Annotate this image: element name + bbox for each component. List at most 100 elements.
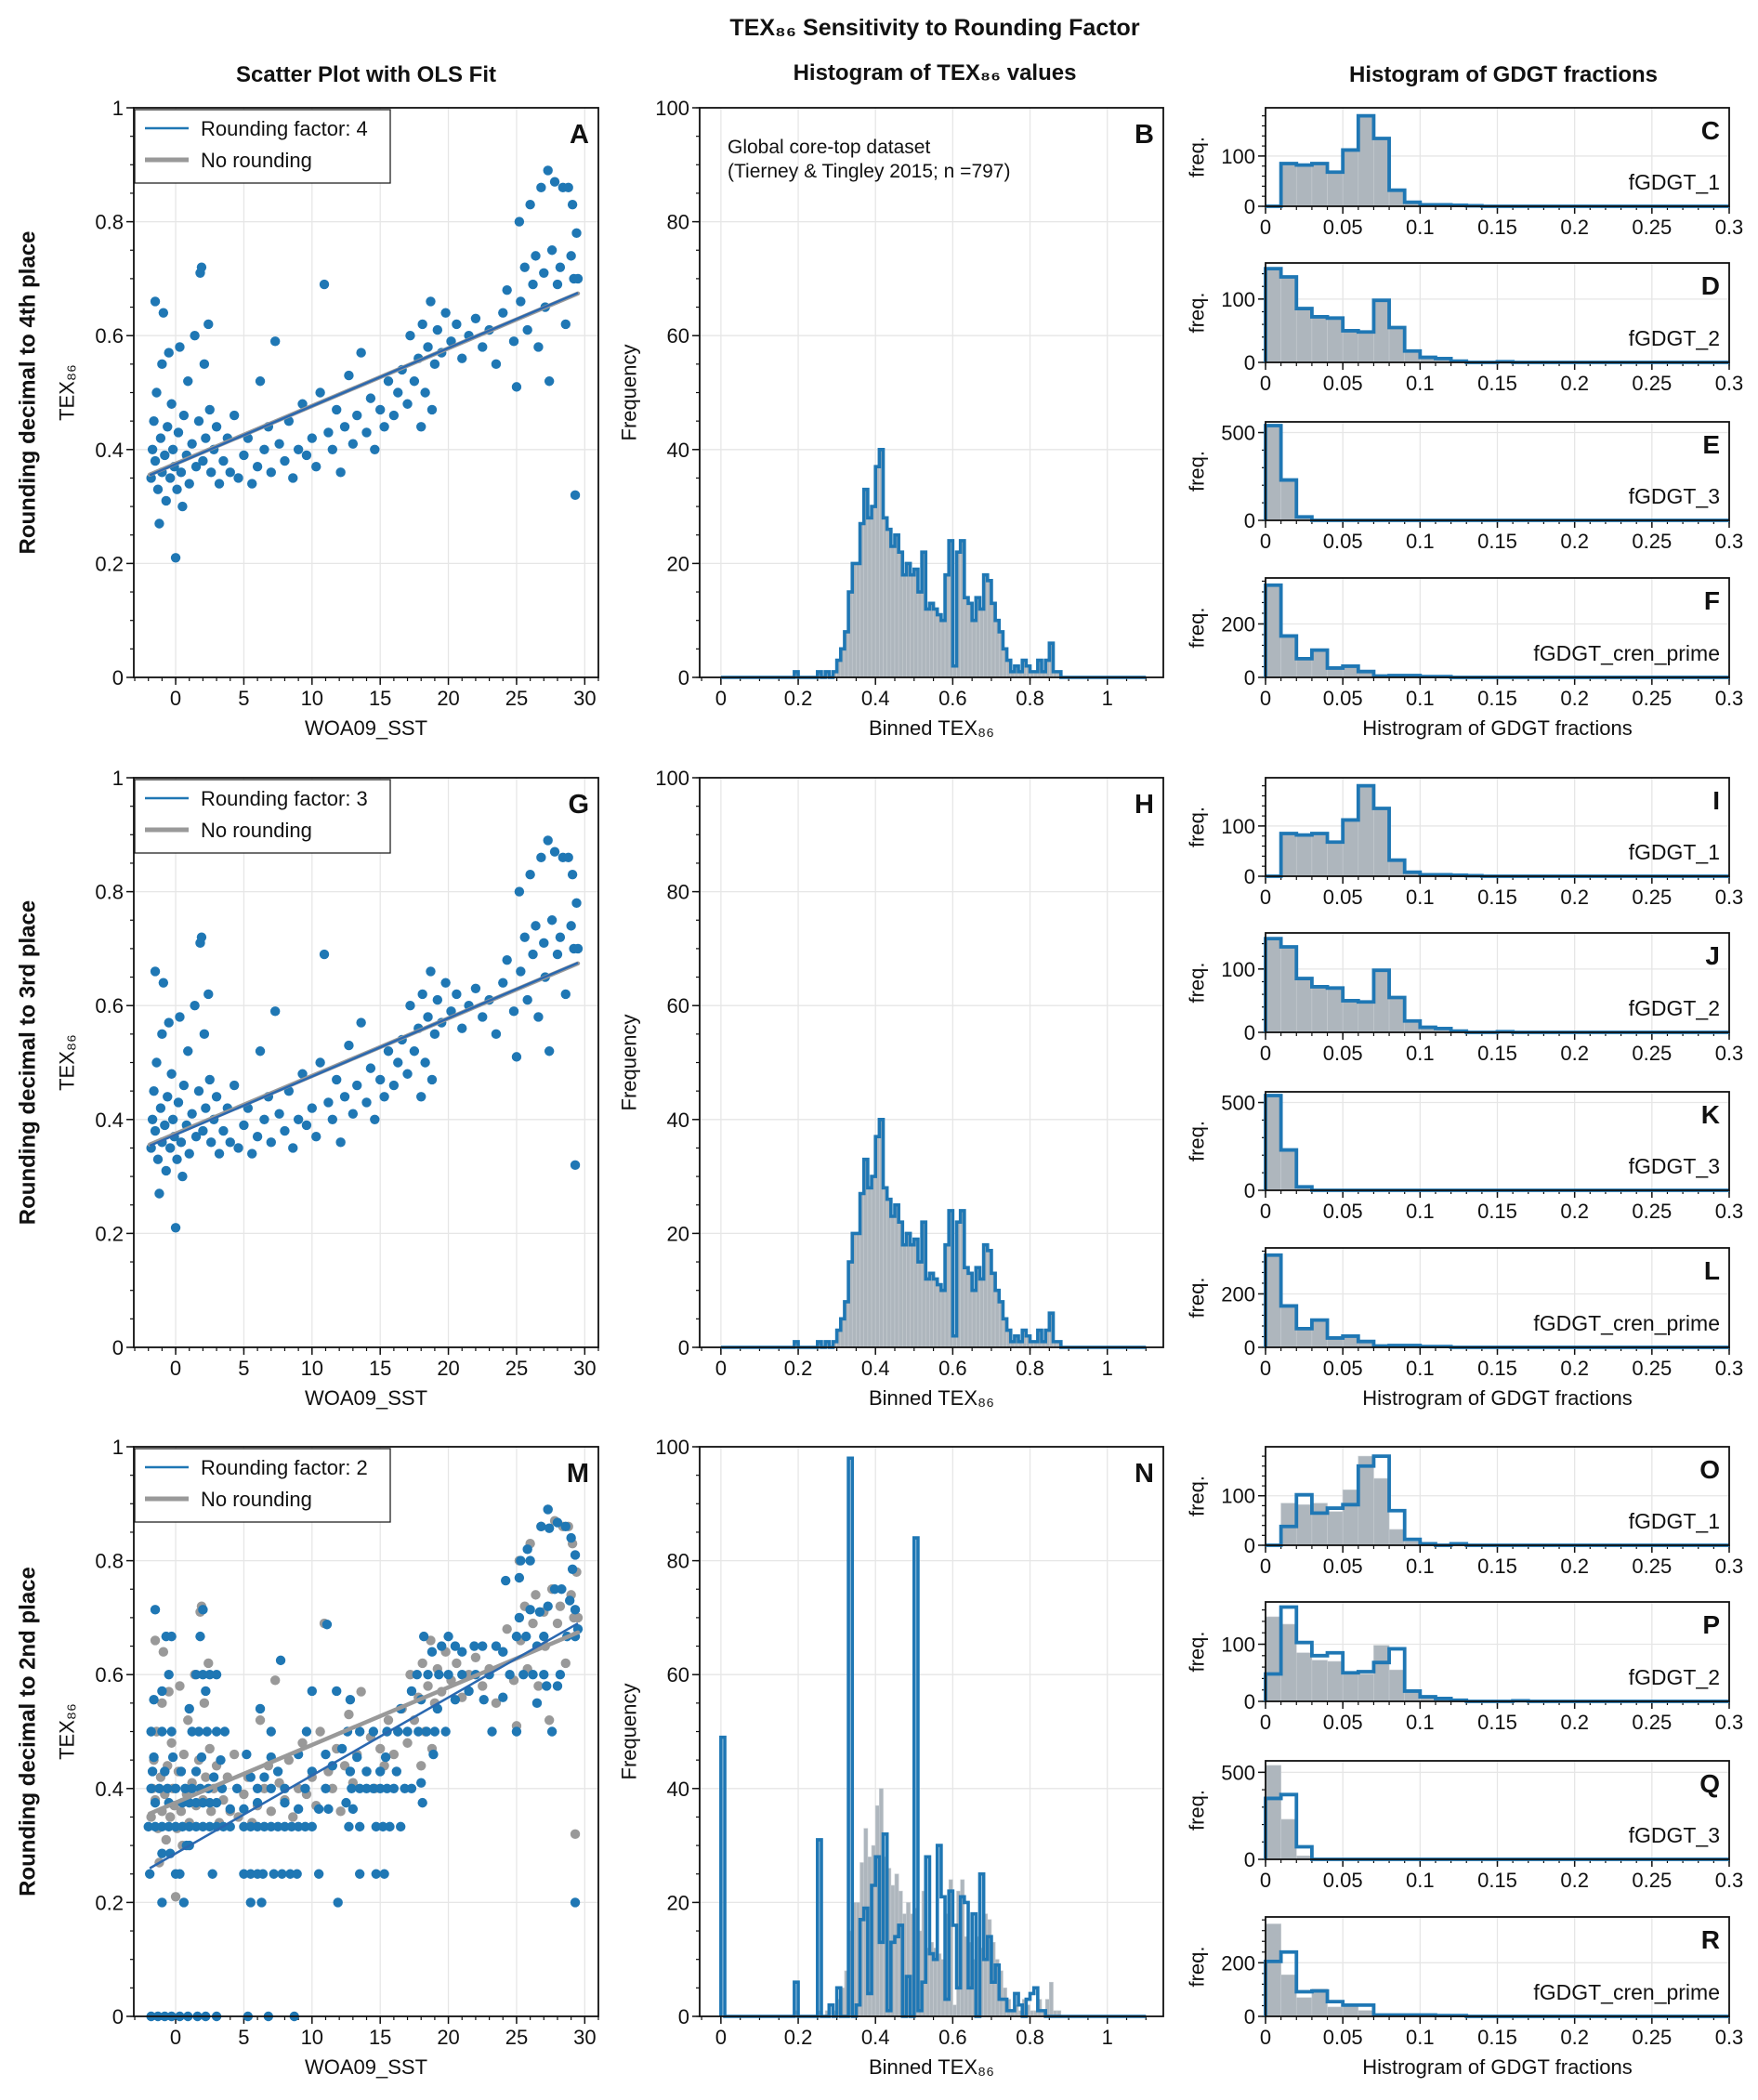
x-tick-label: 0.8	[1016, 1357, 1044, 1380]
x-tick-label: 30	[573, 687, 596, 710]
histogram-bar	[1295, 658, 1313, 678]
histogram-bar	[1311, 1503, 1328, 1546]
scatter-point-rounded	[450, 1694, 461, 1705]
scatter-point-rounded	[218, 1125, 229, 1136]
scatter-point-rounded	[150, 1821, 161, 1832]
scatter-point-rounded	[552, 279, 563, 290]
scatter-point-rounded	[508, 1006, 519, 1017]
y-tick-label: 100	[655, 767, 689, 790]
x-tick-label: 5	[238, 1357, 249, 1380]
scatter-point-rounded	[315, 387, 325, 398]
histogram-bar	[902, 1244, 907, 1348]
scatter-point-rounded	[491, 359, 502, 370]
panel-a: 0 5 10 15 20 25 30 0 0.2 0.4 0.6 0.8 1 Rounding facto…	[56, 97, 599, 740]
legend: Rounding factor: 3 No rounding	[134, 779, 391, 854]
histogram-bar	[1388, 1669, 1405, 1702]
scatter-point-rounded	[469, 1641, 479, 1651]
scatter-point-rounded	[402, 399, 413, 409]
scatter-point-rounded	[196, 932, 207, 942]
histogram-bar	[906, 1233, 911, 1348]
scatter-point-rounded	[370, 444, 380, 454]
x-tick-label: 0.3	[1715, 886, 1744, 909]
scatter-point-rounded	[519, 262, 530, 272]
histogram-bar	[940, 1290, 946, 1348]
y-tick-label: 80	[667, 881, 689, 904]
x-tick-label: 0.3	[1715, 372, 1744, 395]
scatter-point-rounded	[190, 331, 200, 341]
scatter-point-rounded	[531, 921, 541, 931]
axes-frame	[1265, 1760, 1730, 1860]
y-tick-label: 0	[1244, 2005, 1255, 2028]
scatter-point-rounded	[175, 1012, 185, 1022]
scatter-point-rounded	[546, 1726, 558, 1737]
scatter-point-rounded	[187, 1726, 197, 1737]
histogram-bar	[1358, 785, 1374, 877]
legend-box	[134, 109, 391, 184]
scatter-point-rounded	[345, 1766, 356, 1777]
scatter-point-rounded	[423, 1012, 433, 1022]
histogram-bar	[1358, 2010, 1374, 2017]
histogram-bar	[1388, 860, 1405, 877]
scatter-point-rounded	[539, 268, 549, 278]
histogram-bar	[1265, 938, 1281, 1033]
histogram-bar	[1373, 1645, 1390, 1702]
x-tick-label: 0.05	[1323, 1869, 1363, 1892]
scatter-point-rounded	[214, 1148, 225, 1159]
scatter-point-rounded	[570, 1897, 581, 1908]
x-tick-label: 0.1	[1406, 1869, 1435, 1892]
scatter-point-rounded	[388, 1080, 400, 1091]
histogram-bar	[1280, 479, 1297, 521]
x-tick-label: 0.1	[1406, 1042, 1435, 1065]
scatter-point-rounded	[167, 1752, 178, 1763]
histogram-bar	[1295, 834, 1313, 877]
scatter-point-rounded	[528, 1670, 538, 1680]
x-tick-label: 25	[505, 2026, 528, 2049]
histogram-bar	[933, 609, 938, 678]
x-tick-label: 0.2	[1560, 1042, 1589, 1065]
scatter-point-rounded	[190, 1131, 202, 1142]
scatter-point-rounded	[361, 1783, 372, 1794]
panel-letter: Q	[1699, 1769, 1720, 1798]
scatter-point-rounded	[206, 467, 216, 478]
scatter-point-rounded	[534, 1607, 545, 1617]
column-title-gdgt-histogram: Histogram of GDGT fractions	[1349, 62, 1658, 87]
axes-frame	[1265, 932, 1730, 1033]
scatter-point-rounded	[393, 387, 403, 398]
scatter-point-rounded	[274, 439, 284, 449]
histogram-bar	[1342, 1000, 1359, 1033]
y-axis-label: freq.	[1186, 607, 1209, 648]
scatter-point-rounded	[198, 1605, 208, 1615]
x-tick-label: 25	[505, 1357, 528, 1380]
scatter-point-rounded	[416, 422, 426, 432]
scatter-point-rounded	[508, 336, 519, 347]
histogram-bar	[937, 1284, 942, 1348]
scatter-point-rounded	[426, 966, 436, 977]
scatter-point-rounded	[379, 1092, 389, 1102]
y-tick-label: 0	[112, 2005, 124, 2028]
scatter-point-rounded	[434, 1670, 444, 1680]
scatter-point-rounded	[420, 387, 430, 398]
x-tick-label: 0.8	[1016, 2026, 1044, 2049]
scatter-point-rounded	[245, 1772, 256, 1782]
scatter-point-rounded	[166, 399, 177, 409]
x-tick-label: 15	[369, 687, 391, 710]
scatter-point-rounded	[307, 1686, 318, 1697]
y-tick-label: 500	[1221, 1092, 1255, 1115]
scatter-point-rounded	[160, 1766, 170, 1777]
histogram-bar	[952, 1335, 957, 1348]
scatter-point-rounded	[531, 1698, 543, 1709]
axes-frame	[1265, 421, 1730, 521]
histogram-bar	[1265, 425, 1281, 521]
scatter-point-rounded	[307, 1821, 318, 1832]
y-tick-label: 1	[112, 1436, 124, 1459]
histogram-bar	[1280, 636, 1297, 678]
scatter-point-rounded	[498, 308, 508, 318]
scatter-point-rounded	[339, 422, 350, 432]
y-tick-label: 20	[667, 1222, 689, 1245]
scatter-point-rounded	[204, 1074, 215, 1085]
scatter-point-rounded	[555, 932, 566, 942]
scatter-point-no-rounding	[229, 1749, 240, 1760]
scatter-point-rounded	[432, 994, 443, 1005]
scatter-point-rounded	[206, 1137, 216, 1148]
